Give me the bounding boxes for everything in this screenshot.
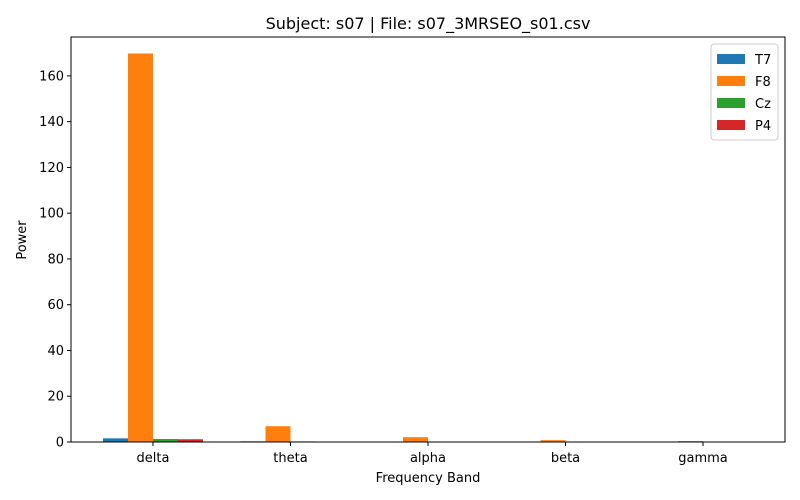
bar-t7-delta	[103, 438, 128, 442]
x-tick-label-theta: theta	[273, 451, 307, 466]
x-tick-label-beta: beta	[551, 451, 580, 466]
x-tick-label-alpha: alpha	[410, 451, 446, 466]
legend-label-p4: P4	[755, 119, 771, 134]
legend-swatch-p4	[717, 120, 745, 130]
legend: T7 F8 Cz P4	[710, 43, 779, 141]
y-tick-label: 100	[39, 207, 64, 222]
bar-f8-beta	[540, 440, 566, 442]
legend-label-f8: F8	[755, 75, 771, 90]
bar-f8-theta	[265, 426, 291, 442]
x-tick-label-gamma: gamma	[678, 451, 728, 466]
legend-label-t7: T7	[754, 53, 771, 68]
bars-group	[103, 53, 753, 442]
y-tick-label: 120	[39, 161, 64, 176]
legend-swatch-cz	[717, 98, 745, 108]
legend-swatch-f8	[717, 76, 745, 86]
y-tick-label: 20	[47, 390, 64, 405]
legend-swatch-t7	[717, 54, 745, 64]
y-tick-label: 80	[47, 252, 64, 267]
legend-box	[710, 43, 779, 141]
y-tick-label: 160	[39, 69, 64, 84]
x-axis: delta theta alpha beta gamma	[137, 442, 728, 466]
y-tick-label: 140	[39, 115, 64, 130]
x-tick-label-delta: delta	[137, 451, 170, 466]
y-tick-label: 60	[47, 298, 64, 313]
y-tick-label: 40	[47, 344, 64, 359]
bar-f8-alpha	[403, 437, 428, 442]
y-axis-label: Power	[15, 220, 30, 260]
plot-frame	[70, 36, 786, 443]
legend-label-cz: Cz	[755, 97, 771, 112]
x-axis-label: Frequency Band	[376, 471, 481, 486]
y-axis: 0 20 40 60 80 100 120 140 160	[39, 69, 71, 451]
bar-f8-delta	[128, 53, 153, 442]
bar-p4-delta	[178, 439, 203, 442]
y-tick-label: 0	[56, 436, 64, 451]
bar-cz-delta	[153, 439, 178, 442]
chart-title: Subject: s07 | File: s07_3MRSEO_s01.csv	[266, 14, 591, 34]
